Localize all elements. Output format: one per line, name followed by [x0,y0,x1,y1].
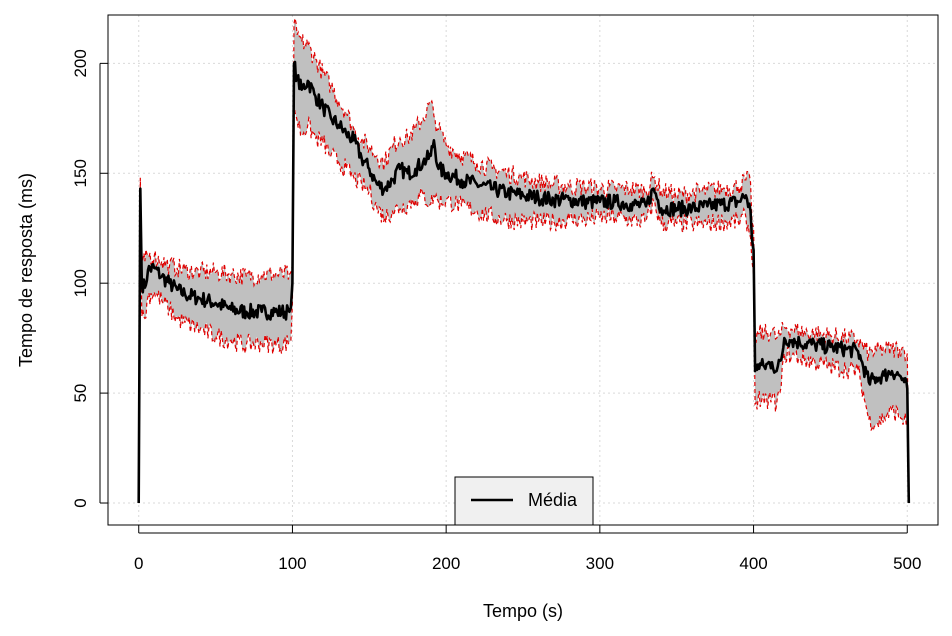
band-lower-line [138,102,910,504]
x-tick-label-500: 500 [893,554,921,573]
legend: Média [454,476,594,526]
x-axis-title: Tempo (s) [483,601,563,621]
x-tick-label-400: 400 [739,554,767,573]
series-media-line [137,60,911,504]
y-tick-label-150: 150 [71,159,90,187]
confidence-band-area [138,18,909,504]
x-tick-label-0: 0 [134,554,143,573]
x-tick-label-300: 300 [586,554,614,573]
x-tick-label-200: 200 [432,554,460,573]
y-tick-label-100: 100 [71,269,90,297]
y-axis: 0 50 100 150 200 [71,49,108,508]
band-upper-line [138,18,910,504]
y-tick-label-0: 0 [71,498,90,507]
y-tick-label-200: 200 [71,49,90,77]
y-tick-label-50: 50 [71,384,90,403]
x-axis: 0 100 200 300 400 500 [134,525,921,573]
y-axis-title: Tempo de resposta (ms) [16,173,36,367]
x-tick-label-100: 100 [278,554,306,573]
legend-label-media: Média [528,490,578,510]
